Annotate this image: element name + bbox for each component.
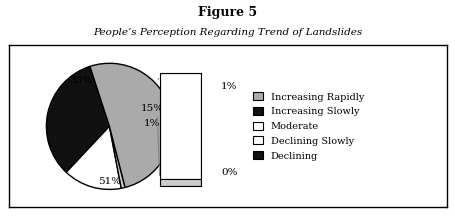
Text: Figure 5: Figure 5 xyxy=(198,6,257,19)
Text: 15%: 15% xyxy=(141,104,163,113)
Text: 0%: 0% xyxy=(221,168,237,177)
Text: 33%: 33% xyxy=(69,76,92,86)
Legend: Increasing Rapidly, Increasing Slowly, Moderate, Declining Slowly, Declining: Increasing Rapidly, Increasing Slowly, M… xyxy=(251,90,365,162)
Text: 51%: 51% xyxy=(98,177,121,186)
Wedge shape xyxy=(90,63,172,187)
Wedge shape xyxy=(46,66,109,172)
Text: People’s Perception Regarding Trend of Landslides: People’s Perception Regarding Trend of L… xyxy=(93,28,362,37)
Bar xyxy=(159,179,200,186)
Text: 1%: 1% xyxy=(221,82,237,91)
Wedge shape xyxy=(66,126,121,189)
Wedge shape xyxy=(109,126,125,188)
Text: 1%: 1% xyxy=(144,119,160,128)
